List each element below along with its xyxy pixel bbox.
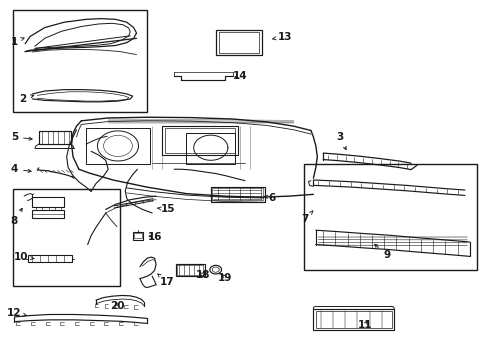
Text: 15: 15 <box>158 204 175 215</box>
Bar <box>314 309 394 330</box>
Bar <box>13 189 121 286</box>
Bar <box>211 187 265 202</box>
Text: 12: 12 <box>7 308 27 318</box>
Text: 13: 13 <box>272 32 293 41</box>
Bar <box>27 255 72 262</box>
Bar <box>316 311 392 328</box>
Text: 9: 9 <box>375 244 390 260</box>
Bar <box>86 128 150 164</box>
Bar <box>39 131 71 144</box>
Bar <box>13 10 147 112</box>
Text: 2: 2 <box>19 94 34 104</box>
Text: 14: 14 <box>233 71 247 81</box>
Text: 3: 3 <box>337 132 346 150</box>
Text: 20: 20 <box>110 301 124 311</box>
Bar <box>32 211 64 218</box>
Bar <box>165 129 235 153</box>
Bar <box>216 30 262 55</box>
Text: 18: 18 <box>196 270 211 280</box>
Bar <box>304 164 477 270</box>
Bar <box>162 126 238 155</box>
Text: 4: 4 <box>11 164 31 174</box>
Bar <box>186 134 235 164</box>
Bar <box>219 32 259 53</box>
Text: 7: 7 <box>301 211 313 224</box>
Text: 11: 11 <box>358 320 372 330</box>
Text: 1: 1 <box>11 37 24 47</box>
Text: 19: 19 <box>218 273 233 283</box>
Text: 17: 17 <box>158 274 174 287</box>
Bar <box>32 197 64 207</box>
Bar <box>212 188 263 201</box>
Text: 10: 10 <box>14 252 34 262</box>
Text: 5: 5 <box>11 132 32 142</box>
Text: 6: 6 <box>265 193 275 203</box>
Bar <box>133 232 144 239</box>
Bar <box>177 265 203 275</box>
Text: 8: 8 <box>11 208 22 226</box>
Bar <box>134 233 142 238</box>
Bar <box>175 264 205 276</box>
Text: 16: 16 <box>147 232 162 242</box>
